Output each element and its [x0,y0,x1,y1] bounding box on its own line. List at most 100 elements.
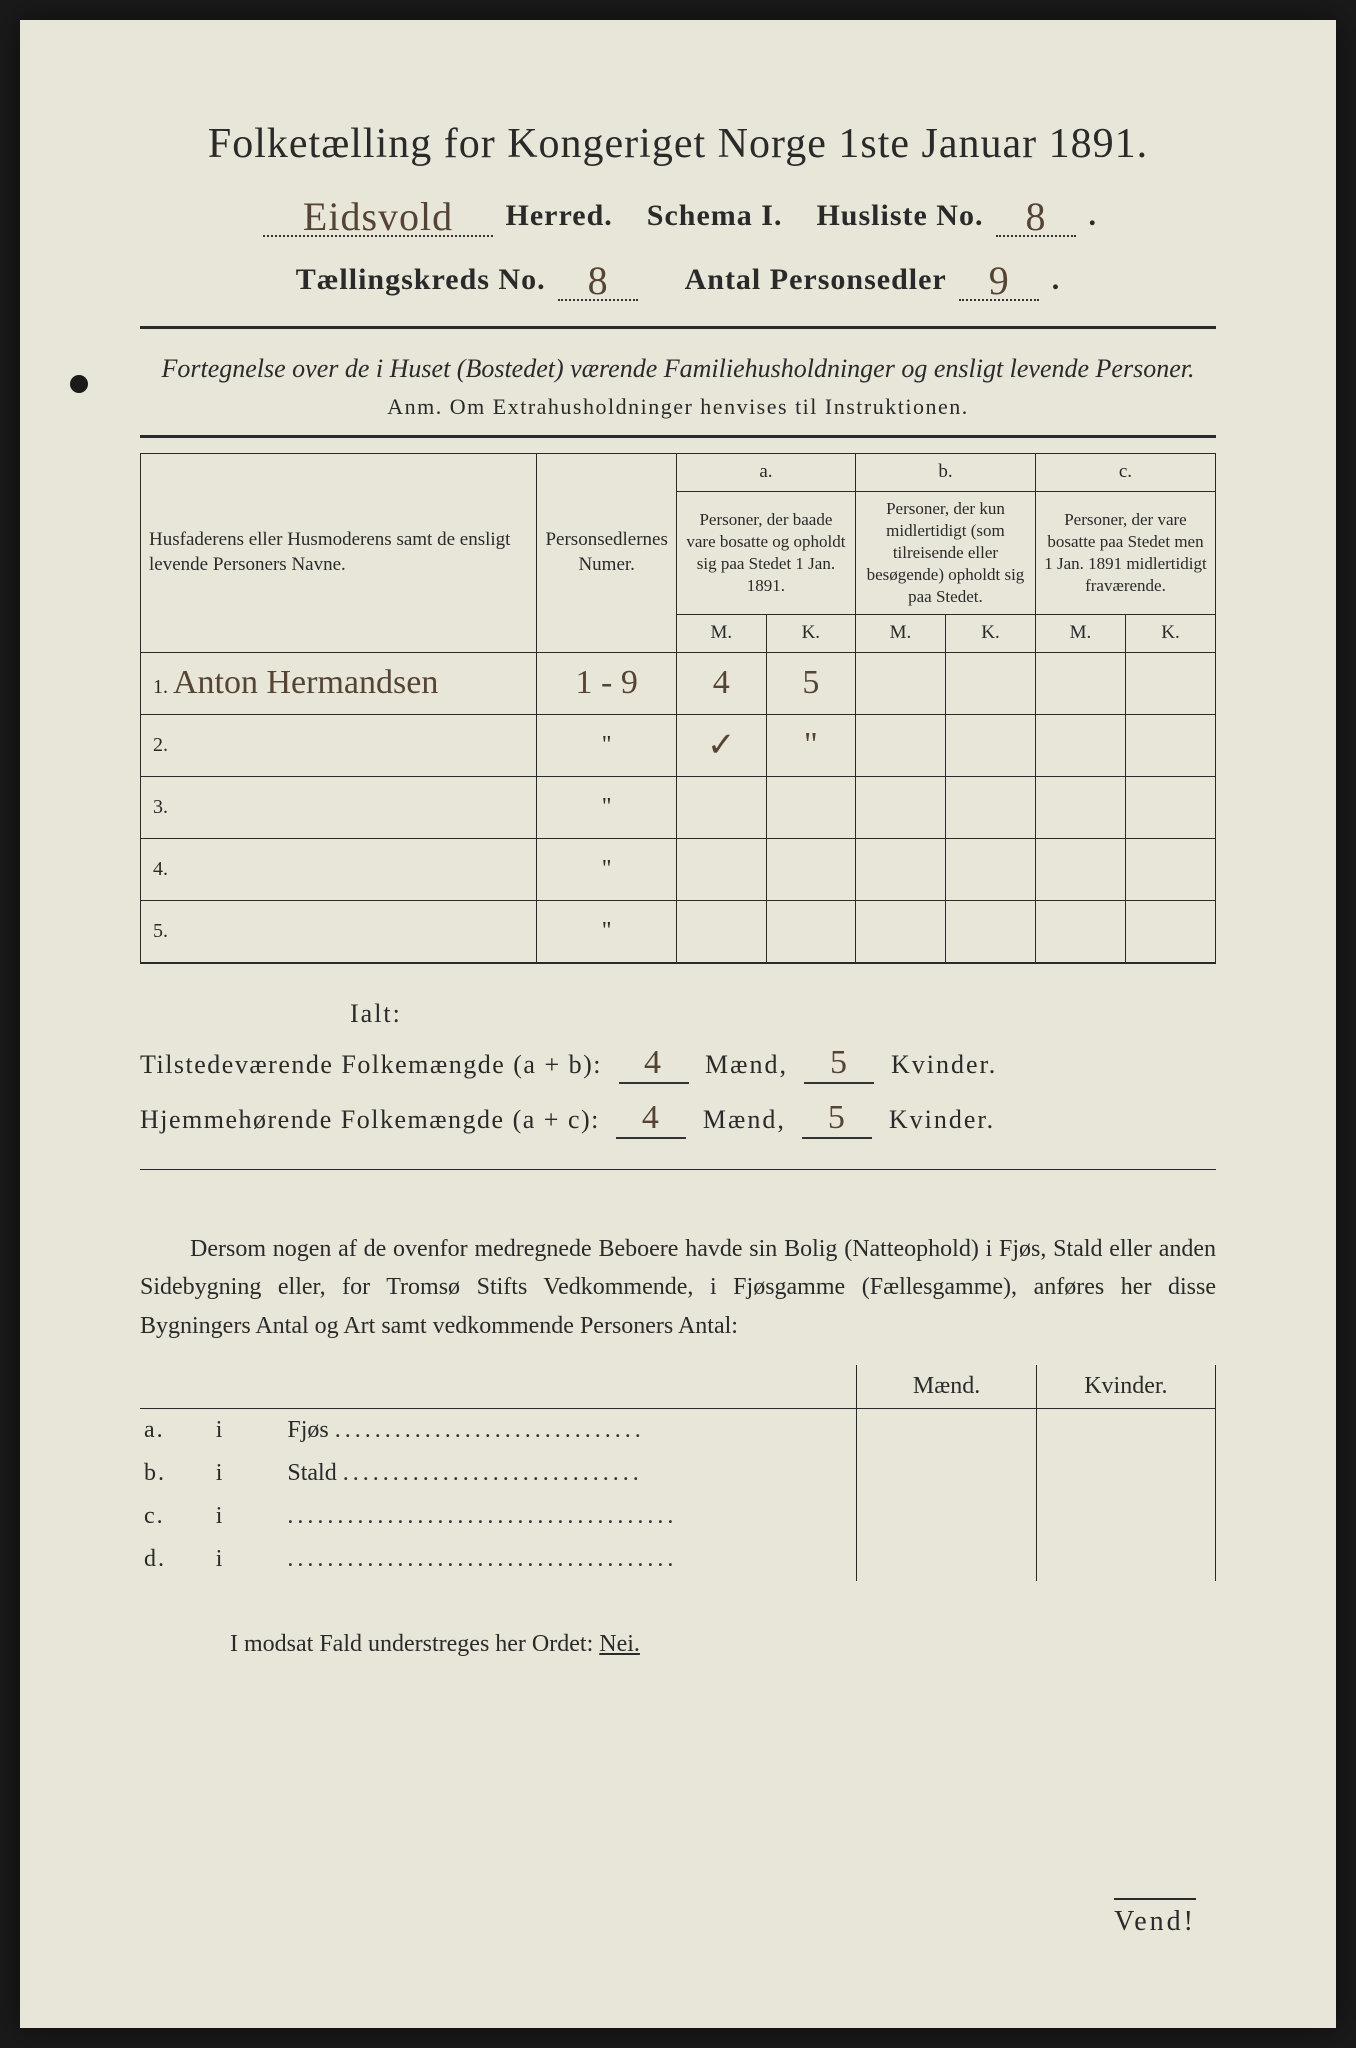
husliste-no: 8 [1025,194,1046,239]
row-name-cell: 4. [141,838,537,900]
ob-name: ....................................... [283,1538,857,1581]
ob-header-row: Mænd. Kvinder. [140,1365,1216,1409]
ob-i: i [212,1495,284,1538]
row-number: 3. [153,796,168,818]
ob-name: ....................................... [283,1495,857,1538]
cell-a_k [766,900,855,962]
ob-i: i [212,1538,284,1581]
col-c-k: K. [1126,615,1216,653]
cell-b_k [946,714,1036,776]
page-title: Folketælling for Kongeriget Norge 1ste J… [140,120,1216,168]
divider-4 [140,1169,1216,1170]
cell-numer: " [537,714,676,776]
ob-i: i [212,1452,284,1495]
vend-label: Vend! [1114,1898,1196,1938]
divider-2 [140,435,1216,438]
ob-row: b.iStald .............................. [140,1452,1216,1495]
totals-section: Ialt: Tilstedeværende Folkemængde (a + b… [140,999,1216,1139]
col-c-m: M. [1035,615,1125,653]
cell-b_k [946,900,1036,962]
divider-3 [140,963,1216,964]
header-line-2: Eidsvold Herred. Schema I. Husliste No. … [140,188,1216,237]
row-number: 5. [153,920,168,942]
maend-2: Mænd, [703,1105,786,1134]
cell-c_m [1035,652,1125,714]
cell-a_k: 5 [766,652,855,714]
cell-c_k [1126,714,1216,776]
row-name-value: Anton Hermandsen [173,664,438,701]
row-number: 4. [153,858,168,880]
ob-label: a. [140,1409,212,1453]
ob-label: d. [140,1538,212,1581]
totals-1-k: 5 [830,1044,849,1081]
col-a-header: Personer, der baade vare bosatte og opho… [676,491,855,614]
totals-line-2: Hjemmehørende Folkemængde (a + c): 4 Mæn… [140,1099,1216,1139]
cell-a_k [766,838,855,900]
totals-2-label: Hjemmehørende Folkemængde (a + c): [140,1105,600,1134]
ob-label: c. [140,1495,212,1538]
col-b-k: K. [946,615,1036,653]
cell-c_m [1035,838,1125,900]
row-name-cell: 1. Anton Hermandsen [141,652,537,714]
period-1: . [1088,199,1097,232]
outbuildings-table: Mænd. Kvinder. a.iFjøs .................… [140,1365,1216,1581]
ob-header-k: Kvinder. [1036,1365,1215,1409]
row-number: 1. [153,676,173,698]
kvinder-1: Kvinder. [891,1050,997,1079]
totals-1-label: Tilstedeværende Folkemængde (a + b): [140,1050,602,1079]
kreds-label: Tællingskreds No. [296,263,546,296]
cell-a_m [676,838,766,900]
kreds-no: 8 [588,258,609,303]
ialt-label: Ialt: [350,999,1216,1029]
ob-row: a.iFjøs ............................... [140,1409,1216,1453]
cell-value: 1 - 9 [576,664,638,701]
table-row: 1. Anton Hermandsen1 - 945 [141,652,1216,714]
cell-b_k [946,838,1036,900]
totals-2-k: 5 [828,1099,847,1136]
cell-numer: " [537,838,676,900]
anm-note: Anm. Om Extrahusholdninger henvises til … [140,394,1216,420]
ob-k-cell [1036,1495,1215,1538]
cell-c_m [1035,900,1125,962]
ob-k-cell [1036,1452,1215,1495]
col-header-name: Husfaderens eller Husmoderens samt de en… [141,454,537,653]
period-2: . [1052,263,1061,296]
cell-value: 5 [802,664,819,701]
col-a-k: K. [766,615,855,653]
ob-row: c.i.....................................… [140,1495,1216,1538]
cell-a_m [676,900,766,962]
anm-text: Anm. Om Extrahusholdninger henvises til … [387,394,968,419]
ob-i: i [212,1409,284,1453]
row-name-cell: 3. [141,776,537,838]
ob-k-cell [1036,1538,1215,1581]
cell-a_m [676,776,766,838]
row-name-cell: 5. [141,900,537,962]
cell-a_m: ✓ [676,714,766,776]
cell-b_m [855,652,945,714]
cell-c_m [1035,714,1125,776]
cell-value: " [804,726,818,763]
outbuildings-paragraph: Dersom nogen af de ovenfor medregnede Be… [140,1230,1216,1345]
footer-nei: Nei. [599,1631,640,1657]
census-form-page: Folketælling for Kongeriget Norge 1ste J… [20,20,1336,2028]
col-c-header: Personer, der vare bosatte paa Stedet me… [1035,491,1215,614]
ob-m-cell [857,1409,1036,1453]
cell-b_m [855,776,945,838]
row-number: 2. [153,734,168,756]
col-b-label: b. [855,454,1035,492]
cell-b_m [855,714,945,776]
punch-hole [70,375,88,393]
cell-numer: " [537,776,676,838]
header-line-3: Tællingskreds No. 8 Antal Personsedler 9… [140,252,1216,301]
herred-label: Herred. [506,199,613,232]
cell-c_k [1126,838,1216,900]
col-a-label: a. [676,454,855,492]
cell-c_k [1126,900,1216,962]
cell-a_k [766,776,855,838]
table-row: 4. " [141,838,1216,900]
totals-line-1: Tilstedeværende Folkemængde (a + b): 4 M… [140,1044,1216,1084]
herred-value: Eidsvold [303,194,453,239]
col-c-label: c. [1035,454,1215,492]
section-subtitle: Fortegnelse over de i Huset (Bostedet) v… [140,354,1216,384]
footer-line: I modsat Fald understreges her Ordet: Ne… [140,1631,1216,1658]
